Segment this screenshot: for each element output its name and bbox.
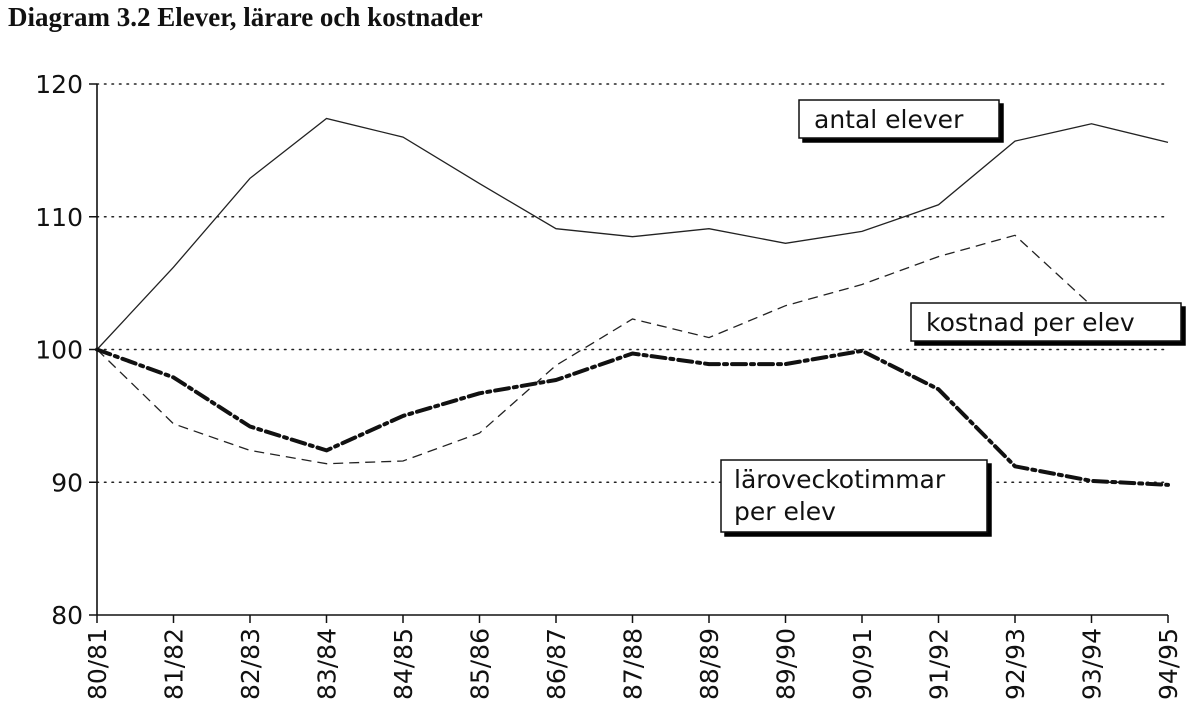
x-tick-label: 90/91 [848, 628, 877, 700]
y-tick-label: 80 [51, 601, 83, 630]
label-box-frame [720, 459, 988, 533]
axes: 80 90 100 110 120 80/81 81/82 82/83 83/84 84/85 85… [35, 70, 1183, 700]
label-laroveckotimmar-line1: läroveckotimmar [734, 465, 946, 494]
y-tick-label: 110 [35, 203, 83, 232]
label-antal-elever: antal elever [814, 105, 964, 134]
x-tick-label: 83/84 [313, 628, 342, 700]
y-tick-label: 100 [35, 336, 83, 365]
series-line-1 [96, 117, 1169, 350]
series-line-3 [95, 347, 1170, 487]
label-box-frame [798, 99, 1000, 139]
x-tick-label: 81/82 [160, 628, 189, 700]
label-box-kostnad-per-elev: kostnad per elev [910, 302, 1182, 342]
x-tick-label: 86/87 [542, 628, 571, 700]
label-laroveckotimmar-line2: per elev [734, 497, 836, 526]
chart-title: Diagram 3.2 Elever, lärare och kostnader [8, 2, 483, 32]
label-box-antal-elever: antal elever [798, 99, 1000, 139]
label-kostnad-per-elev: kostnad per elev [926, 308, 1135, 337]
x-tick-label: 84/85 [389, 628, 418, 700]
x-tick-label: 91/92 [925, 628, 954, 700]
series [95, 117, 1170, 487]
y-tick-label: 90 [51, 468, 83, 497]
x-tick-label: 93/94 [1078, 628, 1107, 700]
gridlines [96, 83, 1169, 484]
x-tick-label: 89/90 [772, 628, 801, 700]
x-tick-label: 80/81 [83, 628, 112, 700]
label-box-laroveckotimmar: läroveckotimmar per elev [720, 459, 988, 533]
x-tick-label: 88/89 [695, 628, 724, 700]
x-tick-label: 92/93 [1001, 628, 1030, 700]
x-tick-label: 82/83 [236, 628, 265, 700]
label-box-frame [910, 302, 1182, 342]
series-line-2 [96, 234, 1169, 465]
y-tick-label: 120 [35, 70, 83, 99]
x-tick-label: 87/88 [619, 628, 648, 700]
x-tick-label: 94/95 [1154, 628, 1183, 700]
x-tick-label: 85/86 [466, 628, 495, 700]
